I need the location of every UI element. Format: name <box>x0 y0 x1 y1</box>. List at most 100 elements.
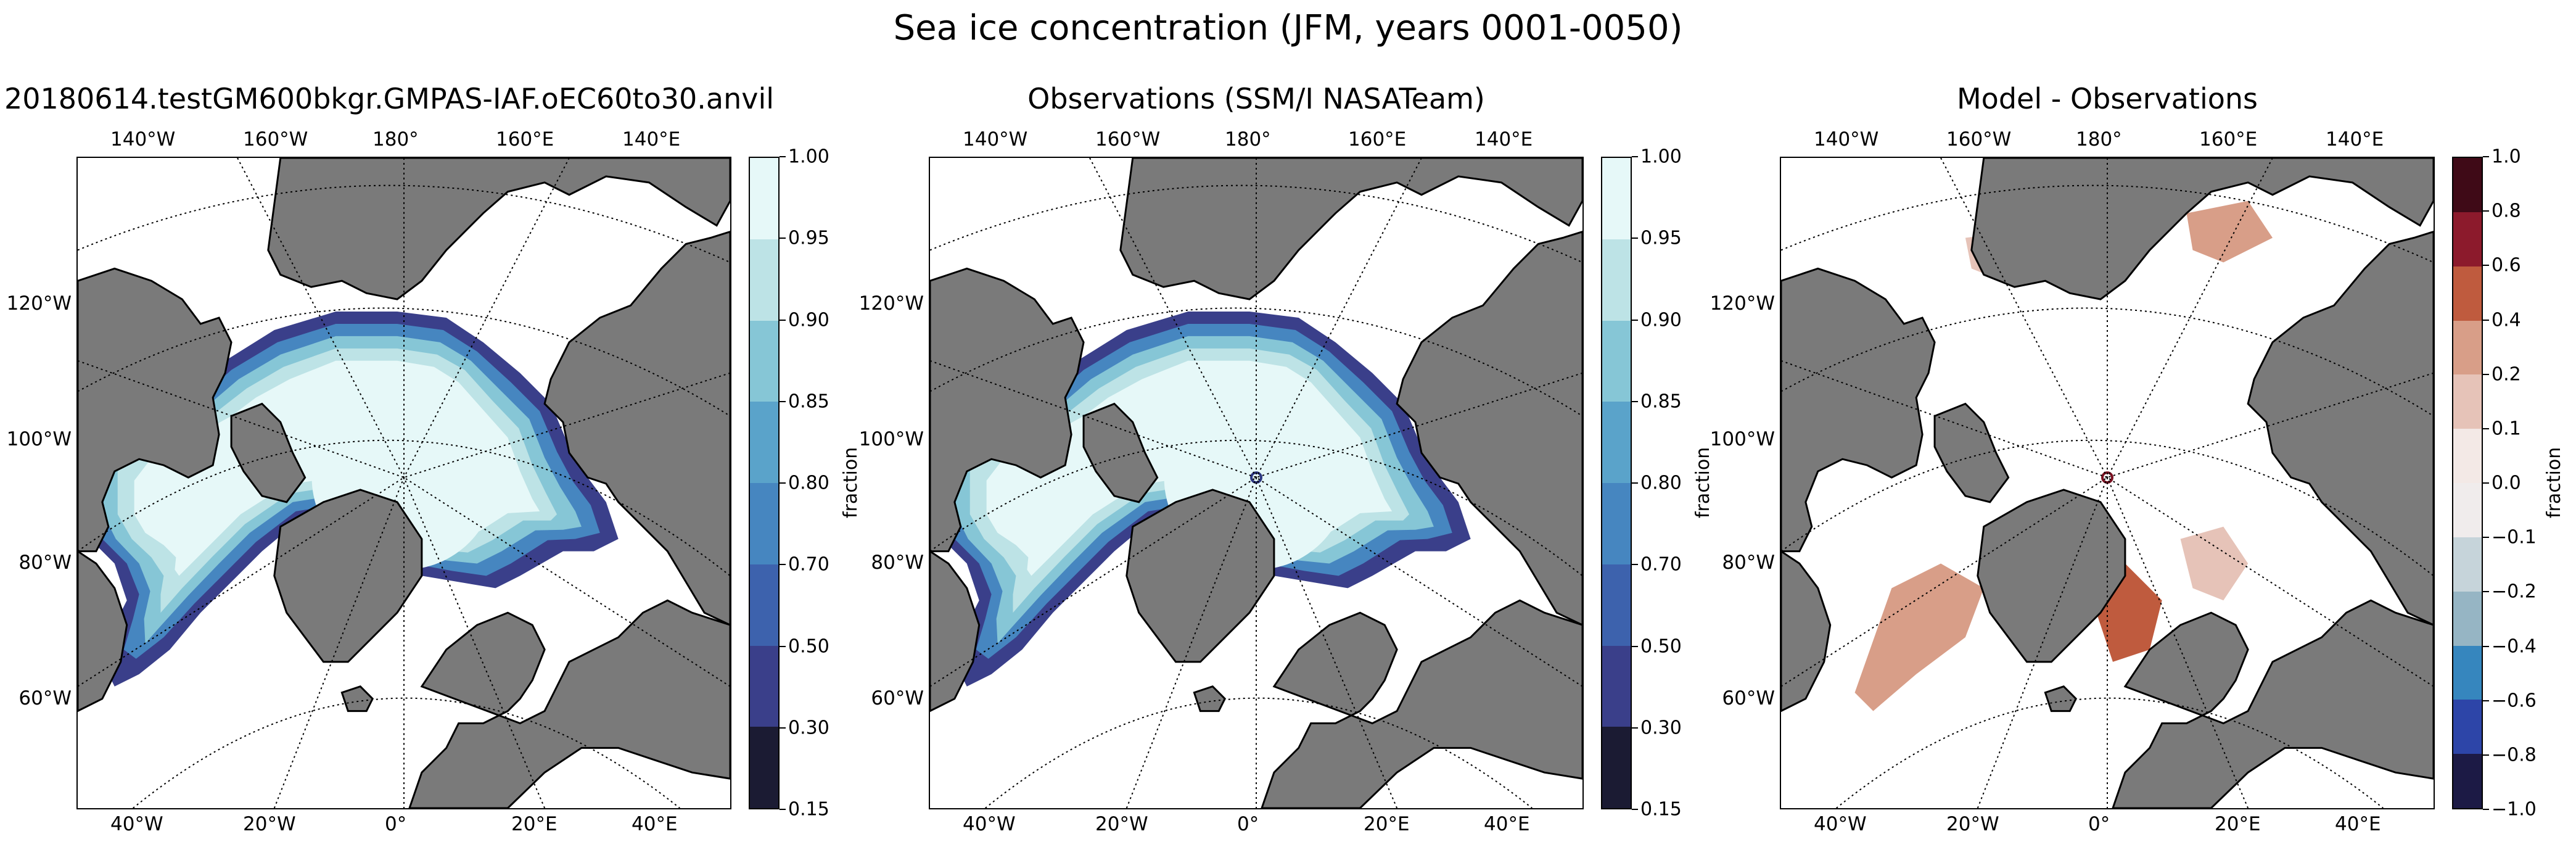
colorbar-tick-mark <box>780 564 786 566</box>
colorbar-tick-mark <box>2483 210 2489 212</box>
colorbar-tick-label: 0.95 <box>1640 227 1682 249</box>
colorbar-tick-mark <box>1632 482 1638 484</box>
colorbar-tick-mark <box>780 809 786 810</box>
colorbar-tick-label: 0.70 <box>1640 553 1682 576</box>
colorbar-segment <box>1602 320 1631 402</box>
colorbar-tick-label: 0.85 <box>1640 390 1682 413</box>
colorbar-segment <box>2453 158 2482 212</box>
colorbar-tick-mark <box>1632 156 1638 157</box>
colorbar-segment <box>750 402 778 483</box>
land-mass-6 <box>1193 685 1227 713</box>
graticule-1 <box>1781 307 2434 417</box>
colorbar-tick-mark <box>1632 564 1638 566</box>
graticule-11 <box>1977 477 2108 808</box>
graticule-6 <box>2107 158 2273 478</box>
graticule-9 <box>1781 477 2108 687</box>
colorbar-tick-mark <box>1632 319 1638 321</box>
colorbar-tick-mark <box>1632 238 1638 239</box>
colorbar-tick-label: 0.50 <box>788 635 829 657</box>
colorbar-tick-mark <box>1632 645 1638 647</box>
colorbar-label-model: fraction <box>840 447 862 518</box>
land-mass-3 <box>230 402 307 503</box>
colorbar-tick-label: 0.95 <box>788 227 829 249</box>
colorbar-tick-mark <box>1632 727 1638 729</box>
colorbar-tick-mark <box>2483 428 2489 429</box>
land-mass-2 <box>78 267 232 553</box>
colorbar-segment <box>2453 320 2482 375</box>
colorbar-tick-label: −1.0 <box>2492 798 2537 820</box>
map-label-left: 100°W <box>858 428 924 450</box>
land-mass-7 <box>1781 550 1832 713</box>
colorbar-observations <box>1601 157 1632 809</box>
graticule-12 <box>1256 477 1398 808</box>
colorbar-tick-mark <box>2483 156 2489 157</box>
colorbar-tick-mark <box>2483 373 2489 375</box>
graticule-8 <box>2107 372 2434 478</box>
land-mass-0 <box>1970 158 2434 300</box>
graticule-0 <box>1781 184 2434 263</box>
colorbar-tick-label: 0.30 <box>788 717 829 739</box>
colorbar-tick-label: −0.4 <box>2492 635 2537 657</box>
colorbar-label-difference: fraction <box>2543 447 2565 518</box>
colorbar-segment <box>1602 158 1631 239</box>
colorbar-tick-mark <box>780 482 786 484</box>
map-label-bottom: 40°E <box>2335 813 2381 835</box>
colorbar-tick-label: 1.00 <box>788 146 829 168</box>
land-mass-1 <box>1396 230 1582 626</box>
map-label-top: 140°W <box>1814 128 1879 151</box>
map-label-bottom: 40°E <box>1484 813 1530 835</box>
graticule-7 <box>1781 360 2108 478</box>
colorbar-tick-label: 0.15 <box>1640 798 1682 820</box>
map-label-bottom: 0° <box>385 813 407 835</box>
map-label-left: 80°W <box>1722 552 1775 574</box>
land-mass-7 <box>78 550 128 713</box>
colorbar-segment <box>2453 212 2482 266</box>
colorbar-tick-mark <box>2483 319 2489 321</box>
colorbar-tick-label: −0.8 <box>2492 744 2537 766</box>
map-label-bottom: 20°W <box>1946 813 1999 835</box>
map-label-left: 120°W <box>858 292 924 315</box>
map-label-top: 180° <box>372 128 419 151</box>
map-label-top: 140°E <box>622 128 681 151</box>
colorbar-tick-label: −0.1 <box>2492 526 2537 548</box>
graticule-9 <box>78 477 405 687</box>
colorbar-tick-mark <box>780 400 786 402</box>
colorbar-segment <box>1602 564 1631 646</box>
map-label-left: 120°W <box>1710 292 1775 315</box>
colorbar-segment <box>2453 591 2482 646</box>
colorbar-segment <box>1602 483 1631 564</box>
graticule-8 <box>1256 372 1582 478</box>
colorbar-segment <box>750 320 778 402</box>
map-label-top: 180° <box>2076 128 2122 151</box>
map-label-left: 60°W <box>19 687 72 709</box>
colorbar-tick-label: 0.2 <box>2492 363 2521 386</box>
graticule-11 <box>1125 477 1257 808</box>
map-label-top: 140°W <box>110 128 176 151</box>
colorbar-segment <box>750 483 778 564</box>
map-label-top: 180° <box>1225 128 1271 151</box>
map-label-bottom: 0° <box>1237 813 1259 835</box>
graticule-11 <box>273 477 405 808</box>
land-mass-5 <box>1261 599 1582 808</box>
graticule-0 <box>930 184 1582 263</box>
map-svg-observations <box>930 158 1582 808</box>
map-label-bottom: 40°E <box>632 813 678 835</box>
colorbar-tick-mark <box>1632 809 1638 810</box>
graticule-7 <box>78 360 405 478</box>
colorbar-tick-mark <box>2483 809 2489 810</box>
map-label-top: 160°E <box>496 128 554 151</box>
graticule-5 <box>237 158 405 478</box>
land-mass-0 <box>267 158 730 300</box>
graticule-7 <box>930 360 1257 478</box>
colorbar-segment <box>2453 429 2482 484</box>
colorbar-segment <box>2453 483 2482 537</box>
colorbar-segment <box>2453 374 2482 429</box>
diff-anomaly-barents <box>2180 526 2249 601</box>
land-mass-1 <box>543 230 730 626</box>
map-label-top: 140°E <box>2326 128 2384 151</box>
map-label-left: 80°W <box>871 552 924 574</box>
colorbar-tick-mark <box>2483 754 2489 756</box>
colorbar-tick-label: 0.6 <box>2492 254 2521 276</box>
colorbar-segment <box>2453 645 2482 700</box>
colorbar-tick-label: −0.2 <box>2492 581 2537 603</box>
